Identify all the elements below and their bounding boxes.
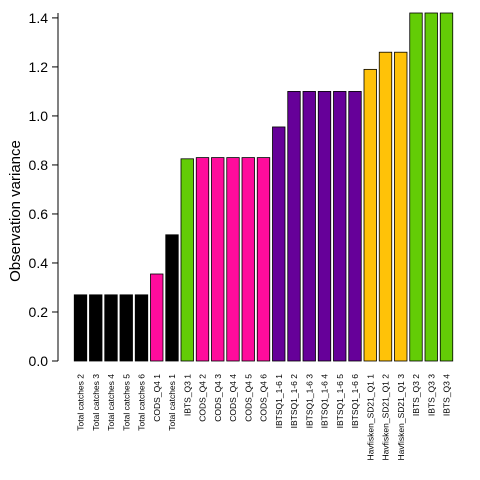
- x-tick-label: CODS_Q4 4: [228, 374, 238, 422]
- bar: [89, 294, 103, 362]
- y-axis-title: Observation variance: [7, 140, 24, 282]
- bar: [272, 126, 286, 362]
- x-tick-label: IBTSQ1_1-6 2: [289, 374, 299, 429]
- x-tick-label: Total catches 3: [91, 374, 101, 431]
- bar: [287, 91, 301, 362]
- x-tick-label: IBTSQ1_1-6 4: [320, 374, 330, 429]
- y-tick-label: 0.8: [29, 157, 49, 173]
- bar: [378, 51, 393, 362]
- x-tick-label: IBTSQ1_1-6 5: [335, 374, 345, 429]
- bar: [317, 91, 332, 362]
- x-tick-label: CODS_Q4 2: [198, 374, 208, 422]
- bar: [226, 157, 240, 362]
- x-tick-label: Havfisken_SD21_Q1 1: [365, 374, 375, 461]
- x-tick-label: Havfisken_SD21_Q1 3: [396, 374, 406, 461]
- x-tick-label: IBTS_Q3 4: [442, 374, 452, 416]
- x-tick-label: IBTSQ1_1-6 6: [350, 374, 360, 429]
- x-tick-label: IBTSQ1_1-6 1: [274, 374, 284, 429]
- x-tick-label: IBTS_Q3 3: [426, 374, 436, 416]
- x-tick-label: IBTS_Q3 2: [411, 374, 421, 416]
- bar: [195, 157, 210, 362]
- bar: [165, 234, 179, 362]
- x-tick-label: CODS_Q4 6: [259, 374, 269, 422]
- bar: [150, 273, 164, 362]
- y-tick-label: 1.2: [29, 59, 49, 75]
- x-tick-label: Total catches 4: [106, 374, 116, 431]
- bar: [424, 12, 438, 362]
- x-tick-label: CODS_Q4 3: [213, 374, 223, 422]
- x-tick-label: IBTS_Q3 1: [182, 374, 192, 416]
- bar: [333, 91, 347, 362]
- bar: [363, 68, 377, 362]
- bar: [394, 51, 408, 362]
- x-tick-label: Total catches 1: [167, 374, 177, 431]
- bar: [302, 91, 316, 362]
- bars: [73, 12, 454, 362]
- x-tick-label: Total catches 6: [137, 374, 147, 431]
- x-tick-labels: Total catches 2 Total catches 3 Total catc…: [76, 374, 452, 461]
- x-tick-label: IBTSQ1_1-6 3: [304, 374, 314, 429]
- y-tick-label: 0.6: [29, 206, 49, 222]
- bar: [348, 91, 362, 362]
- bar: [211, 157, 225, 362]
- bar: [134, 294, 149, 362]
- y-tick-label: 0.2: [29, 304, 49, 320]
- x-tick-label: Havfisken_SD21_Q1 2: [381, 374, 391, 461]
- y-tick-label: 1.0: [29, 108, 49, 124]
- bar: [119, 294, 133, 362]
- y-tick-label: 1.4: [29, 10, 49, 26]
- bar: [104, 294, 118, 362]
- bar: [256, 157, 271, 362]
- bar: [73, 294, 88, 362]
- bar: [180, 158, 194, 362]
- bar: [409, 12, 423, 362]
- x-tick-label: CODS_Q4 1: [152, 374, 162, 422]
- x-tick-label: Total catches 5: [121, 374, 131, 431]
- bar: [241, 157, 255, 362]
- x-tick-label: CODS_Q4 5: [243, 374, 253, 422]
- x-tick-label: Total catches 2: [76, 374, 86, 431]
- y-tick-label: 0.4: [29, 255, 49, 271]
- y-axis: 0.0 0.2 0.4 0.6 0.8 1.0 1.2 1.4: [29, 10, 59, 369]
- y-tick-label: 0.0: [29, 353, 49, 369]
- bar: [439, 12, 454, 362]
